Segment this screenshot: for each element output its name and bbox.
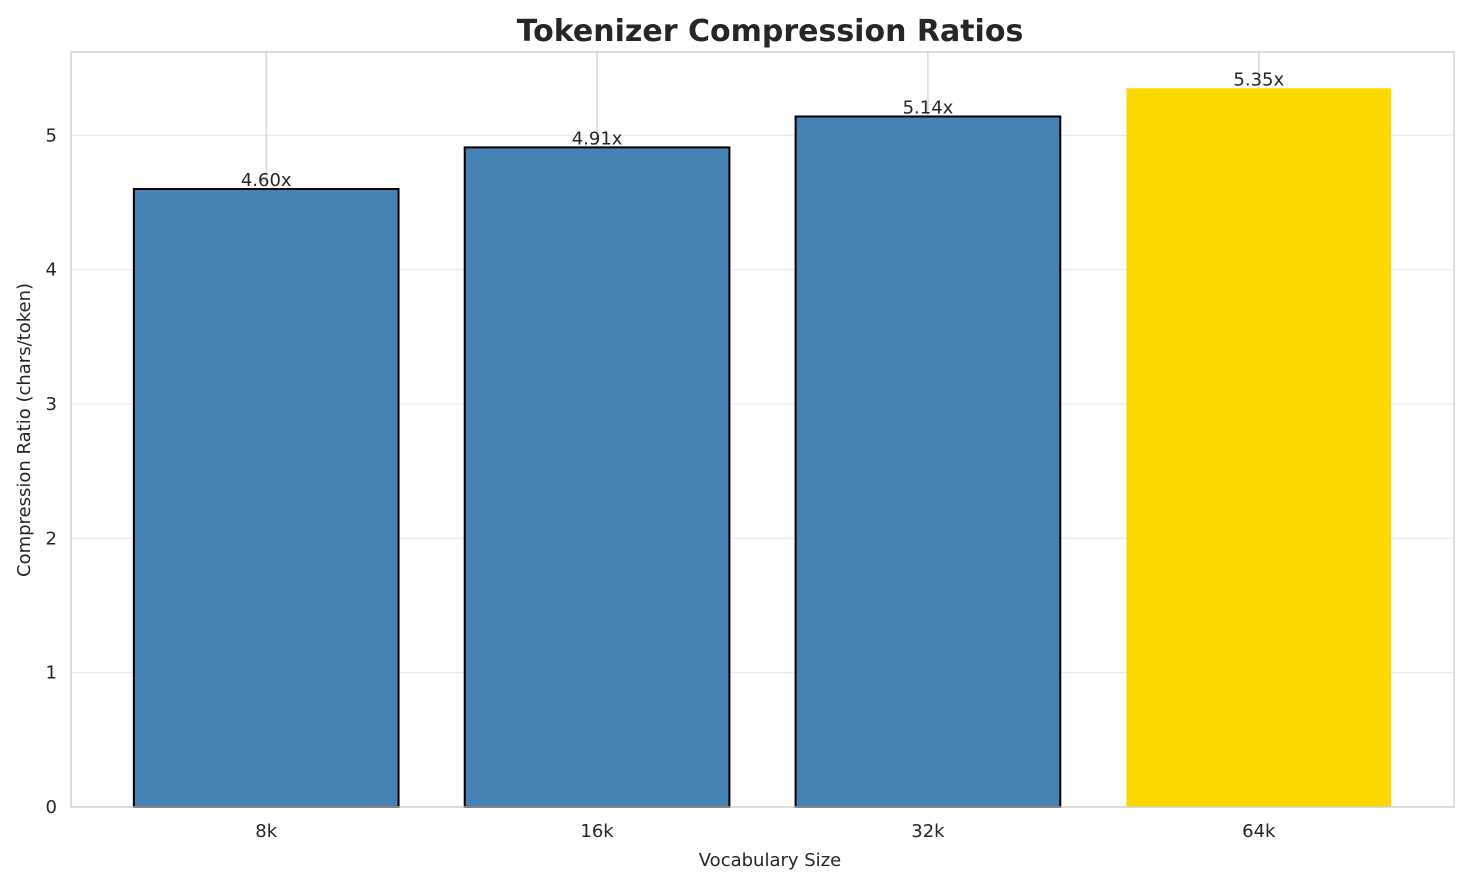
data-label: 5.35x xyxy=(1233,69,1284,90)
x-axis-label: Vocabulary Size xyxy=(699,850,841,871)
bar-16k xyxy=(463,146,731,808)
y-tick-label: 4 xyxy=(46,260,57,281)
bar-32k xyxy=(794,115,1062,808)
data-label: 4.91x xyxy=(572,128,623,149)
y-tick-label: 0 xyxy=(46,797,57,818)
y-tick-label: 5 xyxy=(46,125,57,146)
x-tick-label: 32k xyxy=(911,821,945,842)
x-tick-label: 16k xyxy=(580,821,614,842)
data-label: 5.14x xyxy=(903,97,954,118)
chart-title: Tokenizer Compression Ratios xyxy=(517,14,1024,49)
x-tick-label: 64k xyxy=(1242,821,1276,842)
bar-64k xyxy=(1126,88,1392,808)
data-label: 4.60x xyxy=(241,170,292,191)
bar-8k xyxy=(132,188,400,809)
y-tick-label: 3 xyxy=(46,394,57,415)
plot-frame xyxy=(70,51,1455,808)
y-tick-label: 1 xyxy=(46,663,57,684)
x-tick-label: 8k xyxy=(255,821,277,842)
y-axis-label: Compression Ratio (chars/token) xyxy=(14,283,35,577)
y-tick-label: 2 xyxy=(46,528,57,549)
